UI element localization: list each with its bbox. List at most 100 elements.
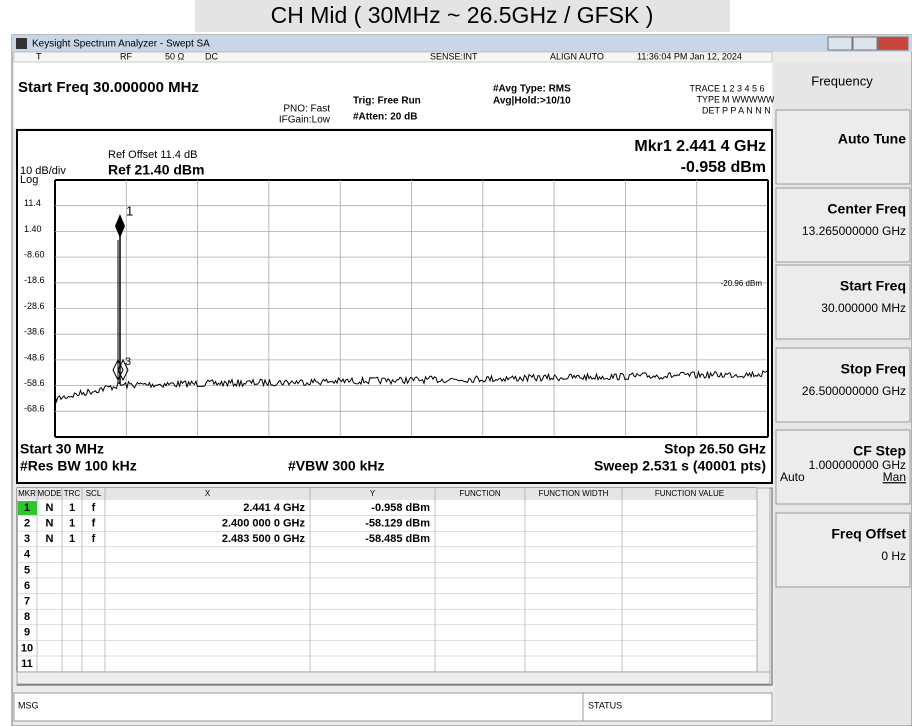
trace (54, 370, 768, 404)
cell-trc: 1 (69, 502, 75, 514)
cell-mkr: 7 (24, 596, 30, 608)
title-bar (12, 35, 912, 52)
banner: CH Mid ( 30MHz ~ 26.5GHz / GFSK ) (271, 2, 654, 28)
cell-scl: f (92, 518, 96, 530)
softkey[interactable] (775, 264, 911, 340)
minimize-button[interactable] (827, 36, 853, 51)
trace-value: 1 2 3 4 5 6 (722, 83, 765, 93)
stop-label: Stop 26.50 GHz (664, 441, 766, 457)
menu-title: Frequency (811, 73, 873, 88)
marker-diamond (112, 358, 124, 382)
column-header: MKR (18, 489, 36, 498)
cell-mkr: 11 (21, 658, 33, 670)
type-value: M WWWWW (722, 94, 775, 104)
msg-label: MSG (18, 700, 39, 710)
softkey-value: 30.000000 MHz (821, 301, 906, 315)
softkey[interactable] (775, 109, 911, 185)
start-freq-setting: Start Freq 30.000000 MHz (18, 79, 199, 96)
softkey-label: Stop Freq (841, 361, 906, 377)
softkey-value: 13.265000000 GHz (802, 224, 906, 238)
cell-x: 2.441 4 GHz (243, 502, 305, 514)
scale: 10 dB/div (20, 165, 66, 177)
time-status: 11:36:04 PM Jan 12, 2024 (637, 51, 742, 61)
trigger-status: T (36, 51, 42, 61)
h-scrollbar[interactable] (16, 671, 771, 685)
type-label: TYPE (696, 94, 720, 104)
trace-label: TRACE (689, 83, 720, 93)
maximize-button[interactable] (852, 36, 878, 51)
softkey-value: 1.000000000 GHz (809, 458, 906, 472)
plot-frame (16, 129, 773, 484)
cell-y: -58.485 dBm (365, 533, 430, 545)
softkey-label: CF Step (853, 443, 906, 459)
cell-x: 2.483 500 0 GHz (222, 533, 306, 545)
vbw-label: #VBW 300 kHz (288, 458, 384, 474)
y-label: -68.6 (24, 404, 45, 414)
log-label: Log (20, 174, 38, 186)
cell-mkr: 1 (24, 502, 30, 514)
column-header: MODE (38, 489, 62, 498)
softkey[interactable] (775, 187, 911, 263)
y-label: -8.60 (24, 249, 45, 259)
cell-trc: 1 (69, 518, 75, 530)
cell-mkr: 10 (21, 642, 33, 654)
cell-scl: f (92, 502, 96, 514)
cell-x: 2.400 000 0 GHz (222, 518, 306, 530)
cell-y: -58.129 dBm (365, 518, 430, 530)
softkey-value: 26.500000000 GHz (802, 384, 906, 398)
column-header: Y (370, 489, 376, 498)
sense-status: SENSE:INT (430, 51, 478, 61)
marker-table (16, 487, 773, 686)
softkey[interactable] (775, 512, 911, 588)
settings-area (14, 52, 772, 128)
y-label: 1.40 (24, 224, 42, 234)
ref-offset: Ref Offset 11.4 dB (108, 149, 197, 161)
cell-mode: N (46, 502, 54, 514)
marker-diamond (115, 214, 125, 238)
active-row-cell (18, 501, 37, 515)
avg-hold: Avg|Hold:>10/10 (493, 96, 571, 107)
column-header: SCL (86, 489, 102, 498)
atten: #Atten: 20 dB (353, 112, 417, 123)
cell-mkr: 5 (24, 564, 30, 576)
det-label: DET (702, 105, 721, 115)
ifgain: IFGain:Low (279, 115, 331, 126)
softkey[interactable] (775, 347, 911, 423)
column-header: FUNCTION (459, 489, 501, 498)
close-button[interactable] (877, 36, 909, 51)
y-label: -18.6 (24, 275, 45, 285)
table-header (17, 488, 757, 500)
y-label: -38.6 (24, 327, 45, 337)
window-title: Keysight Spectrum Analyzer - Swept SA (32, 39, 210, 50)
column-header: X (205, 489, 211, 498)
softkey-option: Auto (780, 470, 805, 484)
pno: PNO: Fast (283, 104, 330, 115)
sweep-label: Sweep 2.531 s (40001 pts) (594, 458, 766, 474)
rbw-label: #Res BW 100 kHz (20, 458, 137, 474)
det-value: P P A N N N (722, 105, 771, 115)
cell-mode: N (46, 533, 54, 545)
softkey-label: Auto Tune (838, 131, 906, 147)
cell-mkr: 2 (24, 518, 30, 530)
ref-level: Ref 21.40 dBm (108, 162, 204, 178)
column-header: FUNCTION WIDTH (539, 489, 609, 498)
marker-tag: 3 (125, 356, 131, 368)
y-label: -28.6 (24, 301, 45, 311)
y-label: -48.6 (24, 352, 45, 362)
cell-mkr: 8 (24, 611, 30, 623)
softkey[interactable] (775, 429, 911, 505)
y-label: 11.4 (24, 198, 41, 208)
marker-freq: Mkr1 2.441 4 GHz (634, 138, 766, 155)
banner-box (195, 0, 730, 32)
cell-mkr: 6 (24, 580, 30, 592)
trig: Trig: Free Run (353, 96, 421, 107)
coupling-status: DC (205, 51, 218, 61)
avg-type: #Avg Type: RMS (493, 84, 571, 95)
v-scrollbar[interactable] (756, 487, 771, 673)
marker-tag: 1 (126, 203, 133, 218)
cell-mkr: 9 (24, 627, 30, 639)
cell-scl: f (92, 533, 96, 545)
softkey-label: Start Freq (840, 278, 906, 294)
marker-diamond (117, 358, 129, 382)
